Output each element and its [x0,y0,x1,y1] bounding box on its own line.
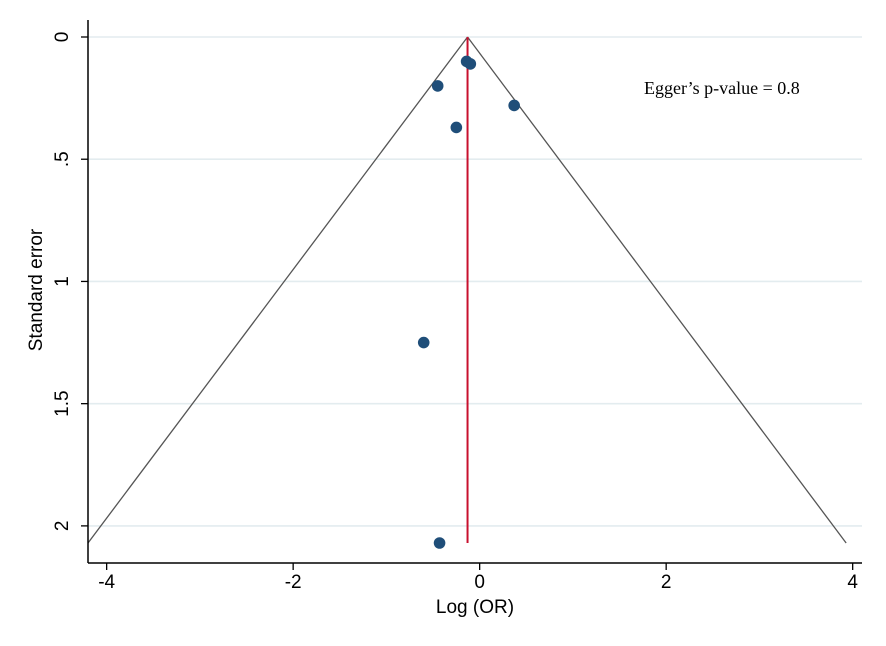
y-tick-label-3: 1.5 [52,390,73,416]
data-points [417,55,520,549]
egger-annotation: Egger’s p-value = 0.8 [644,78,800,98]
y-tick-label-2: 1 [52,276,73,287]
y-tick-label-0: 0 [52,32,73,43]
grid-lines [88,36,862,527]
y-tick-label-1: .5 [52,151,73,167]
study-point-5 [417,336,430,349]
y-tick-label-4: 2 [52,521,73,532]
x-tick-label-4: 4 [847,572,858,593]
x-tick-label-1: -2 [285,572,302,593]
y-axis-title: Standard error [26,228,47,351]
study-point-2 [431,80,444,92]
x-tick-label-3: 2 [661,572,672,593]
funnel-left-limit [87,36,469,544]
study-point-6 [433,537,446,549]
x-tick-label-2: 0 [474,572,485,593]
study-point-3 [508,99,520,112]
study-point-4 [450,121,463,134]
x-axis-title: Log (OR) [436,597,514,618]
study-point-1 [464,58,477,70]
axes: 0 .5 1 1.5 2 -4 -2 0 2 4 [52,20,862,593]
funnel-limits [87,36,847,544]
funnel-right-limit [467,36,847,544]
x-tick-label-0: -4 [98,572,115,593]
